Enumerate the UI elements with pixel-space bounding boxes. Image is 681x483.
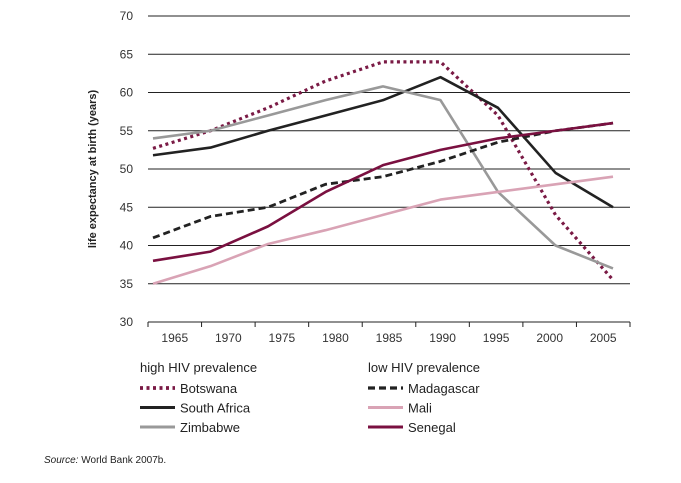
y-tick-label: 55 <box>120 124 134 138</box>
legend-label: Zimbabwe <box>180 420 240 435</box>
series-line-mali <box>152 175 614 285</box>
y-tick-label: 65 <box>120 47 134 61</box>
legend-label: Madagascar <box>408 381 480 396</box>
x-tick-label: 1990 <box>429 331 456 345</box>
legend-label: Senegal <box>408 420 456 435</box>
x-tick-label: 1985 <box>376 331 403 345</box>
x-tick-label: 1965 <box>161 331 188 345</box>
x-tick-label: 2000 <box>536 331 563 345</box>
y-tick-label: 60 <box>120 86 134 100</box>
y-tick-label: 70 <box>120 9 134 23</box>
series-line-zimbabwe <box>152 85 614 270</box>
y-tick-label: 50 <box>120 162 134 176</box>
source-label: Source: <box>44 455 79 466</box>
y-axis-label: life expectancy at birth (years) <box>87 89 99 248</box>
series-line-botswana <box>152 60 615 281</box>
x-tick-label: 2005 <box>590 331 617 345</box>
y-tick-label: 30 <box>120 315 134 329</box>
legend-label: South Africa <box>180 401 251 416</box>
legend-group-title: low HIV prevalence <box>368 360 480 375</box>
y-tick-label: 40 <box>120 239 134 253</box>
source-text: World Bank 2007b. <box>78 455 167 466</box>
legend-group-title: high HIV prevalence <box>140 360 257 375</box>
x-tick-label: 1980 <box>322 331 349 345</box>
legend-label: Botswana <box>180 381 238 396</box>
y-tick-label: 35 <box>120 277 134 291</box>
series-line-south-africa <box>152 75 614 209</box>
x-tick-label: 1975 <box>269 331 296 345</box>
y-tick-label: 45 <box>120 200 134 214</box>
source-note: Source: World Bank 2007b. <box>44 455 166 466</box>
series-line-madagascar <box>152 121 614 240</box>
x-tick-label: 1995 <box>483 331 510 345</box>
x-tick-label: 1970 <box>215 331 242 345</box>
legend-label: Mali <box>408 401 432 416</box>
